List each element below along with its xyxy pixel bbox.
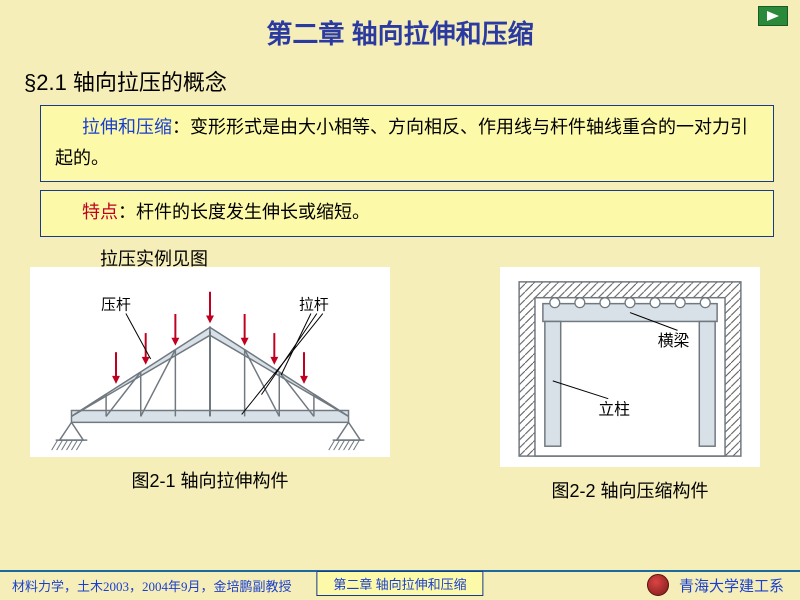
section-heading: §2.1 轴向拉压的概念 bbox=[24, 65, 800, 97]
svg-text:压杆: 压杆 bbox=[101, 296, 131, 313]
footer: 材料力学，土木2003，2004年9月，金培鹏副教授 第二章 轴向拉伸和压缩 青… bbox=[0, 570, 800, 600]
svg-text:立柱: 立柱 bbox=[598, 400, 630, 418]
next-slide-button[interactable] bbox=[758, 6, 788, 26]
university-logo-icon bbox=[647, 574, 669, 596]
definition-keyword: 拉伸和压缩 bbox=[82, 117, 172, 137]
figure-1: 压杆 拉杆 图2-1 轴向拉伸构件 bbox=[30, 267, 390, 503]
svg-text:横梁: 横梁 bbox=[658, 332, 690, 350]
affiliation-text: 青海大学建工系 bbox=[679, 575, 784, 596]
chapter-title: 第二章 轴向拉伸和压缩 bbox=[0, 0, 800, 51]
course-info: 材料力学，土木2003，2004年9月，金培鹏副教授 bbox=[12, 576, 292, 595]
frame-diagram: 横梁立柱 bbox=[500, 267, 760, 467]
feature-keyword: 特点 bbox=[82, 202, 118, 222]
figure-2: 横梁立柱 图2-2 轴向压缩构件 bbox=[500, 267, 760, 503]
affiliation: 青海大学建工系 bbox=[647, 574, 784, 596]
feature-box: 特点：杆件的长度发生伸长或缩短。 bbox=[40, 190, 774, 237]
truss-diagram: 压杆 拉杆 bbox=[30, 267, 390, 457]
svg-text:拉杆: 拉杆 bbox=[299, 296, 329, 313]
chapter-tag: 第二章 轴向拉伸和压缩 bbox=[316, 571, 483, 596]
figure-1-caption: 图2-1 轴向拉伸构件 bbox=[131, 467, 288, 493]
definition-box: 拉伸和压缩：变形形式是由大小相等、方向相反、作用线与杆件轴线重合的一对力引起的。 bbox=[40, 105, 774, 182]
feature-text: ：杆件的长度发生伸长或缩短。 bbox=[118, 202, 370, 222]
figure-2-caption: 图2-2 轴向压缩构件 bbox=[551, 477, 708, 503]
